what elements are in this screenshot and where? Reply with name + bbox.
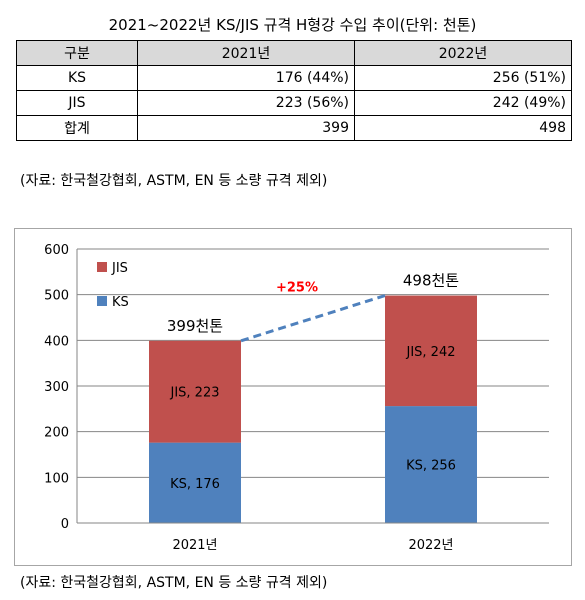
legend-label: KS (112, 295, 129, 310)
stacked-bar-chart: 0 100 200 300 400 500 600 KS, 176 JIS, 223 399천톤 2… (44, 243, 549, 553)
bar-jis (149, 340, 241, 443)
bar-data-label: KS, 176 (170, 477, 220, 492)
y-tick-label: 400 (44, 334, 69, 349)
y-tick-label: 300 (44, 380, 69, 395)
row-label: 합계 (16, 115, 138, 141)
bar-ks (149, 442, 241, 523)
header-category: 구분 (16, 40, 138, 66)
bar-data-label: KS, 256 (406, 459, 456, 474)
cell-2021: 176 (44%) (137, 65, 355, 91)
header-2021: 2021년 (137, 40, 355, 66)
chart-frame: 0 100 200 300 400 500 600 KS, 176 JIS, 223 399천톤 2… (14, 228, 572, 566)
bar-jis (385, 295, 477, 407)
cell-2021: 399 (137, 115, 355, 141)
legend-swatch-ks (97, 296, 107, 306)
cell-2022: 242 (49%) (354, 90, 572, 116)
cell-2022: 256 (51%) (354, 65, 572, 91)
legend-swatch-jis (97, 262, 107, 272)
row-label: KS (16, 65, 138, 91)
table-title: 2021~2022년 KS/JIS 규격 H형강 수입 추이(단위: 천톤) (108, 16, 477, 34)
y-tick-label: 200 (44, 426, 69, 441)
bar-total-label: 399천톤 (167, 317, 223, 335)
table-header-row: 구분 2021년 2022년 (16, 40, 572, 66)
y-tick-label: 500 (44, 289, 69, 304)
bar-total-label: 498천톤 (403, 272, 459, 290)
y-tick-label: 600 (44, 243, 69, 258)
import-table: 구분 2021년 2022년 KS 176 (44%) 256 (51%) JI… (16, 40, 572, 141)
header-2022: 2022년 (354, 40, 572, 66)
cell-2021: 223 (56%) (137, 90, 355, 116)
trend-dashed-line (240, 294, 386, 343)
cell-2022: 498 (354, 115, 572, 141)
bar-data-label: JIS, 242 (406, 345, 456, 360)
bar-ks (385, 406, 477, 523)
growth-label: +25% (276, 281, 318, 296)
x-tick-label: 2022년 (408, 538, 453, 553)
table-row: JIS 223 (56%) 242 (49%) (16, 90, 572, 116)
y-tick-label: 100 (44, 471, 69, 486)
table-row: 합계 399 498 (16, 115, 572, 141)
row-label: JIS (16, 90, 138, 116)
legend-label: JIS (111, 261, 128, 276)
table-source-note: (자료: 한국철강협회, ASTM, EN 등 소량 규격 제외) (20, 173, 328, 189)
bar-data-label: JIS, 223 (170, 386, 220, 401)
table-row: KS 176 (44%) 256 (51%) (16, 65, 572, 91)
y-tick-label: 0 (61, 517, 69, 532)
x-tick-label: 2021년 (172, 538, 217, 553)
chart-source-note: (자료: 한국철강협회, ASTM, EN 등 소량 규격 제외) (20, 575, 328, 591)
